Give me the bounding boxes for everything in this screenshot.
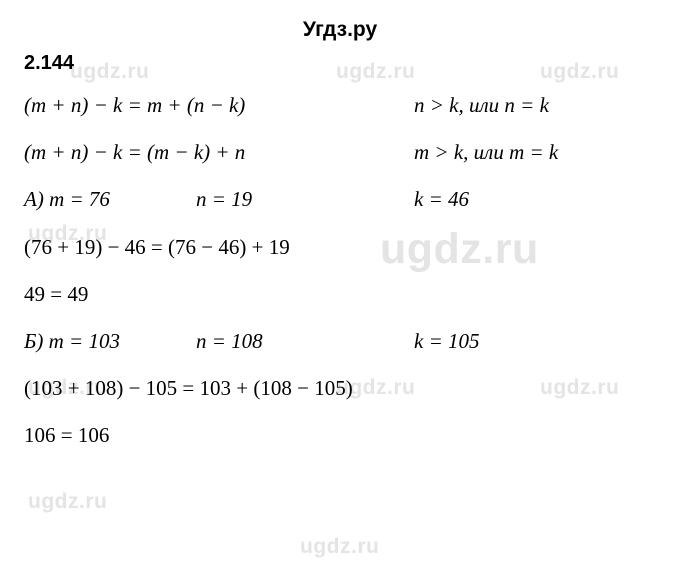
case-a-result: 49 = 49 [24,282,656,307]
watermark: ugdz.ru [300,535,379,559]
case-a-equation: (76 + 19) − 46 = (76 − 46) + 19 [24,235,656,260]
equation-row-1: (m + n) − k = m + (n − k) n > k, или n =… [24,93,656,118]
problem-number: 2.144 [24,52,656,75]
case-a-values: А) m = 76 n = 19 k = 46 [24,187,656,212]
case-b-result: 106 = 106 [24,423,656,448]
eq1-left: (m + n) − k = m + (n − k) [24,93,414,118]
page-content: Угдз.ру 2.144 (m + n) − k = m + (n − k) … [0,0,680,448]
watermark: ugdz.ru [28,490,107,514]
case-b-k: k = 105 [414,329,480,354]
case-b-n: n = 108 [196,329,414,354]
eq2-left: (m + n) − k = (m − k) + n [24,140,414,165]
case-a-k: k = 46 [414,187,469,212]
case-b-m: Б) m = 103 [24,329,196,354]
case-b-values: Б) m = 103 n = 108 k = 105 [24,329,656,354]
eq1-right: n > k, или n = k [414,93,549,118]
case-a-m: А) m = 76 [24,187,196,212]
equation-row-2: (m + n) − k = (m − k) + n m > k, или m =… [24,140,656,165]
page-title: Угдз.ру [24,18,656,42]
case-b-equation: (103 + 108) − 105 = 103 + (108 − 105) [24,376,656,401]
case-a-n: n = 19 [196,187,414,212]
eq2-right: m > k, или m = k [414,140,558,165]
